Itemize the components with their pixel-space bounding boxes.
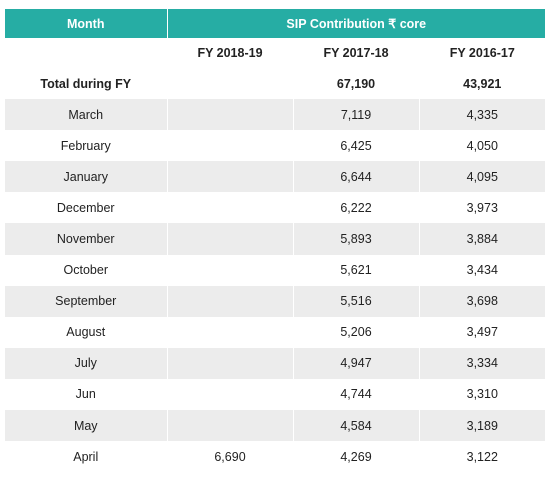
month-cell: February [5,130,167,162]
value-cell-fy2017-18: 4,584 [292,410,419,442]
month-cell: December [5,192,167,224]
header-sip-contribution: SIP Contribution ₹ core [166,9,546,38]
value-cell-fy2016-17: 3,698 [418,285,546,317]
header-fy-2016-17: FY 2016-17 [418,38,546,68]
value-cell-fy2018-19 [166,347,293,379]
month-cell: April [5,441,167,473]
value-cell-fy2016-17: 4,050 [418,130,546,162]
table-body: Total during FY 67,190 43,921 March 7,119 4,3… [5,68,546,473]
value-cell-fy2017-18: 4,947 [292,347,419,379]
value-cell-fy2018-19 [166,99,293,131]
table-row: November 5,893 3,884 [5,223,546,255]
header-fy-2018-19: FY 2018-19 [166,38,293,68]
header-col-blank [5,38,167,68]
value-cell-fy2017-18: 6,644 [292,161,419,193]
value-cell-fy2016-17: 4,335 [418,99,546,131]
table-row: January 6,644 4,095 [5,161,546,193]
value-cell-fy2018-19: 6,690 [166,441,293,473]
value-cell-fy2017-18: 6,425 [292,130,419,162]
month-cell: January [5,161,167,193]
sip-table-container: Month SIP Contribution ₹ core FY 2018-19… [5,9,546,473]
header-row-years: FY 2018-19 FY 2017-18 FY 2016-17 [5,38,546,68]
month-cell: August [5,316,167,348]
table-row: Jun 4,744 3,310 [5,378,546,411]
month-cell: Jun [5,378,167,411]
table-row: October 5,621 3,434 [5,254,546,286]
table-row: December 6,222 3,973 [5,192,546,224]
value-cell-fy2018-19 [166,192,293,224]
total-row: Total during FY 67,190 43,921 [5,68,546,100]
table-row: April 6,690 4,269 3,122 [5,441,546,473]
table-row: March 7,119 4,335 [5,99,546,131]
month-cell: September [5,285,167,317]
sip-contribution-table: Month SIP Contribution ₹ core FY 2018-19… [5,9,546,473]
value-cell-fy2018-19 [166,223,293,255]
value-cell-fy2017-18: 5,621 [292,254,419,286]
header-month: Month [5,9,167,38]
value-cell-fy2018-19 [166,68,293,100]
table-row: September 5,516 3,698 [5,285,546,317]
value-cell-fy2016-17: 3,884 [418,223,546,255]
value-cell-fy2016-17: 3,497 [418,316,546,348]
value-cell-fy2018-19 [166,130,293,162]
table-row: August 5,206 3,497 [5,316,546,348]
value-cell-fy2016-17: 3,973 [418,192,546,224]
header-fy-2017-18: FY 2017-18 [292,38,419,68]
value-cell-fy2017-18: 7,119 [292,99,419,131]
value-cell-fy2016-17: 3,122 [418,441,546,473]
value-cell-fy2016-17: 43,921 [418,68,546,100]
month-cell: October [5,254,167,286]
month-cell: Total during FY [5,68,167,100]
value-cell-fy2016-17: 3,334 [418,347,546,379]
month-cell: May [5,410,167,442]
table-row: July 4,947 3,334 [5,347,546,379]
value-cell-fy2017-18: 4,269 [292,441,419,473]
value-cell-fy2016-17: 4,095 [418,161,546,193]
value-cell-fy2018-19 [166,410,293,442]
month-cell: July [5,347,167,379]
table-row: February 6,425 4,050 [5,130,546,162]
value-cell-fy2017-18: 6,222 [292,192,419,224]
month-cell: March [5,99,167,131]
value-cell-fy2016-17: 3,310 [418,378,546,411]
value-cell-fy2018-19 [166,161,293,193]
value-cell-fy2018-19 [166,316,293,348]
value-cell-fy2017-18: 5,893 [292,223,419,255]
header-row-top: Month SIP Contribution ₹ core [5,9,546,38]
value-cell-fy2016-17: 3,434 [418,254,546,286]
value-cell-fy2018-19 [166,285,293,317]
value-cell-fy2017-18: 5,516 [292,285,419,317]
value-cell-fy2016-17: 3,189 [418,410,546,442]
month-cell: November [5,223,167,255]
value-cell-fy2017-18: 5,206 [292,316,419,348]
value-cell-fy2018-19 [166,254,293,286]
value-cell-fy2018-19 [166,378,293,411]
table-header: Month SIP Contribution ₹ core FY 2018-19… [5,9,546,68]
table-row: May 4,584 3,189 [5,410,546,442]
value-cell-fy2017-18: 4,744 [292,378,419,411]
value-cell-fy2017-18: 67,190 [292,68,419,100]
